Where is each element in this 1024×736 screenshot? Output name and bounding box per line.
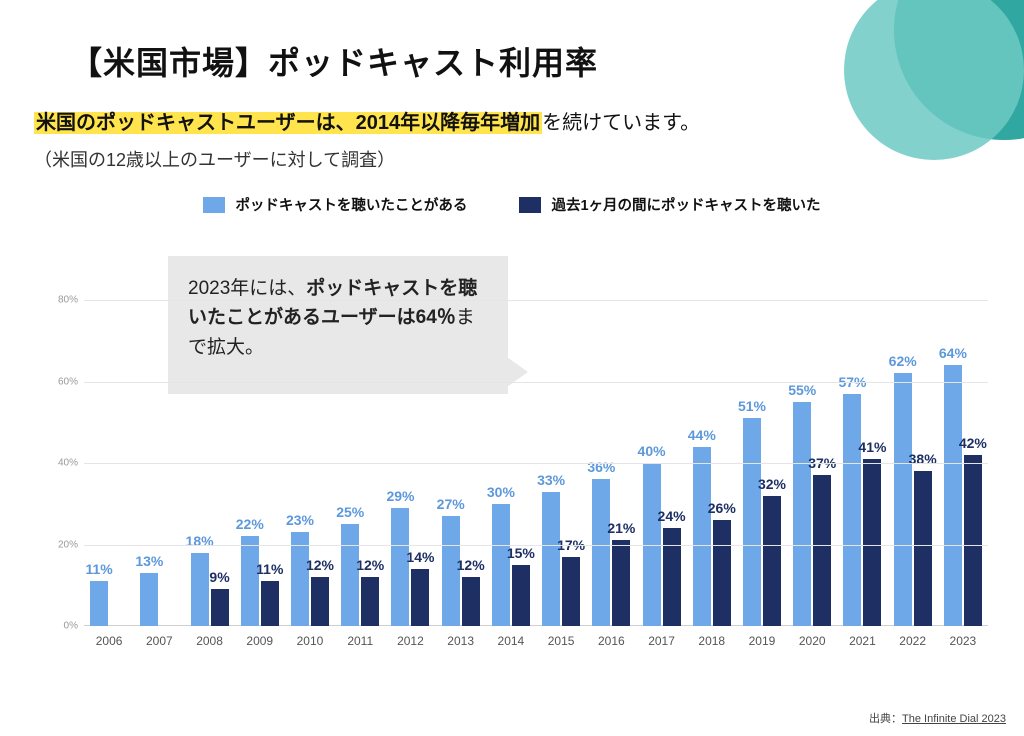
lead-sentence: 米国のポッドキャストユーザーは、2014年以降毎年増加を続けています。 — [34, 106, 700, 135]
callout-text-a: 2023年には、 — [188, 278, 306, 299]
chart-gridline — [84, 463, 988, 464]
chart-bar-label-ever: 44% — [672, 427, 732, 443]
chart-bar-ever — [241, 536, 259, 626]
chart-bar-monthly — [311, 577, 329, 626]
chart-bar-monthly — [562, 557, 580, 626]
chart-xtick-label: 2012 — [385, 634, 435, 648]
chart-bar-ever — [743, 418, 761, 626]
legend-item-monthly: 過去1ヶ月の間にポッドキャストを聴いた — [519, 194, 820, 215]
chart-xtick-label: 2018 — [687, 634, 737, 648]
legend-label-ever: ポッドキャストを聴いたことがある — [235, 194, 467, 215]
source-label: 出典： — [869, 713, 902, 725]
legend-swatch-ever — [203, 197, 225, 213]
chart-xtick-label: 2016 — [586, 634, 636, 648]
chart-bar-ever — [140, 573, 158, 626]
deco-circle-2 — [844, 0, 1024, 160]
chart-bar-label-ever: 51% — [722, 398, 782, 414]
lead-highlight: 米国のポッドキャストユーザーは、2014年以降毎年増加 — [34, 112, 542, 134]
chart-bar-monthly — [813, 475, 831, 626]
chart-bar-monthly — [713, 520, 731, 626]
chart-bar-monthly — [462, 577, 480, 626]
lead-rest: を続けています。 — [542, 112, 700, 134]
chart-bar-ever — [492, 504, 510, 626]
lead-subnote: （米国の12歳以上のユーザーに対して調査） — [34, 146, 395, 172]
chart-bar-monthly — [914, 471, 932, 626]
chart-bar-label-ever: 64% — [923, 345, 983, 361]
legend-item-ever: ポッドキャストを聴いたことがある — [203, 194, 467, 215]
source-citation: 出典：The Infinite Dial 2023 — [869, 710, 1006, 726]
chart-bar-ever — [341, 524, 359, 626]
chart-bar-label-ever: 13% — [119, 553, 179, 569]
chart-xtick-label: 2015 — [536, 634, 586, 648]
chart-bar-monthly — [411, 569, 429, 626]
chart-xtick-label: 2017 — [636, 634, 686, 648]
chart-bar-ever — [542, 492, 560, 626]
chart-bar-ever — [391, 508, 409, 626]
chart-bar-monthly — [512, 565, 530, 626]
chart-xtick-label: 2006 — [84, 634, 134, 648]
chart-bar-ever — [90, 581, 108, 626]
chart-bar-ever — [894, 373, 912, 626]
chart-bar-monthly — [863, 459, 881, 626]
legend-swatch-monthly — [519, 197, 541, 213]
chart-bar-monthly — [964, 455, 982, 626]
chart-bar-label-ever: 25% — [320, 504, 380, 520]
deco-circle-1 — [894, 0, 1024, 140]
chart-bar-monthly — [663, 528, 681, 626]
chart-xtick-label: 2013 — [436, 634, 486, 648]
chart-ytick-label: 20% — [42, 539, 78, 550]
slide: 【米国市場】ポッドキャスト利用率 米国のポッドキャストユーザーは、2014年以降… — [0, 0, 1024, 736]
chart-bar-monthly — [763, 496, 781, 626]
chart-xtick-label: 2019 — [737, 634, 787, 648]
chart-bar-monthly — [361, 577, 379, 626]
chart-xtick-label: 2010 — [285, 634, 335, 648]
chart-bar-label-monthly: 42% — [943, 435, 1003, 451]
chart-plot-area: 11%200613%200718%9%200822%11%200923%12%2… — [84, 300, 988, 626]
chart-ytick-label: 0% — [42, 621, 78, 632]
chart-xtick-label: 2008 — [184, 634, 234, 648]
chart-xtick-label: 2007 — [134, 634, 184, 648]
chart-gridline — [84, 545, 988, 546]
chart-bar-label-ever: 40% — [622, 443, 682, 459]
corner-decoration — [834, 0, 1024, 190]
chart-gridline — [84, 382, 988, 383]
chart-bar-label-ever: 36% — [571, 459, 631, 475]
chart-bar-monthly — [612, 540, 630, 626]
chart-xtick-label: 2022 — [888, 634, 938, 648]
chart-ytick-label: 60% — [42, 376, 78, 387]
chart-bar-ever — [793, 402, 811, 626]
chart-gridline — [84, 300, 988, 301]
chart-xtick-label: 2014 — [486, 634, 536, 648]
chart-bar-ever — [191, 553, 209, 626]
bar-chart: 11%200613%200718%9%200822%11%200923%12%2… — [38, 300, 996, 660]
chart-xtick-label: 2020 — [787, 634, 837, 648]
chart-xtick-label: 2009 — [235, 634, 285, 648]
chart-bar-monthly — [211, 589, 229, 626]
chart-legend: ポッドキャストを聴いたことがある 過去1ヶ月の間にポッドキャストを聴いた — [0, 194, 1024, 217]
chart-xtick-label: 2023 — [938, 634, 988, 648]
source-link[interactable]: The Infinite Dial 2023 — [902, 713, 1006, 725]
chart-bar-ever — [592, 479, 610, 626]
chart-bar-ever — [843, 394, 861, 626]
chart-xtick-label: 2011 — [335, 634, 385, 648]
chart-xtick-label: 2021 — [837, 634, 887, 648]
chart-bar-ever — [291, 532, 309, 626]
chart-ytick-label: 80% — [42, 295, 78, 306]
chart-ytick-label: 40% — [42, 458, 78, 469]
chart-bar-monthly — [261, 581, 279, 626]
page-title: 【米国市場】ポッドキャスト利用率 — [70, 38, 598, 84]
chart-bar-label-ever: 18% — [170, 533, 230, 549]
chart-bar-ever — [693, 447, 711, 626]
legend-label-monthly: 過去1ヶ月の間にポッドキャストを聴いた — [551, 194, 820, 215]
chart-bar-ever — [944, 365, 962, 626]
